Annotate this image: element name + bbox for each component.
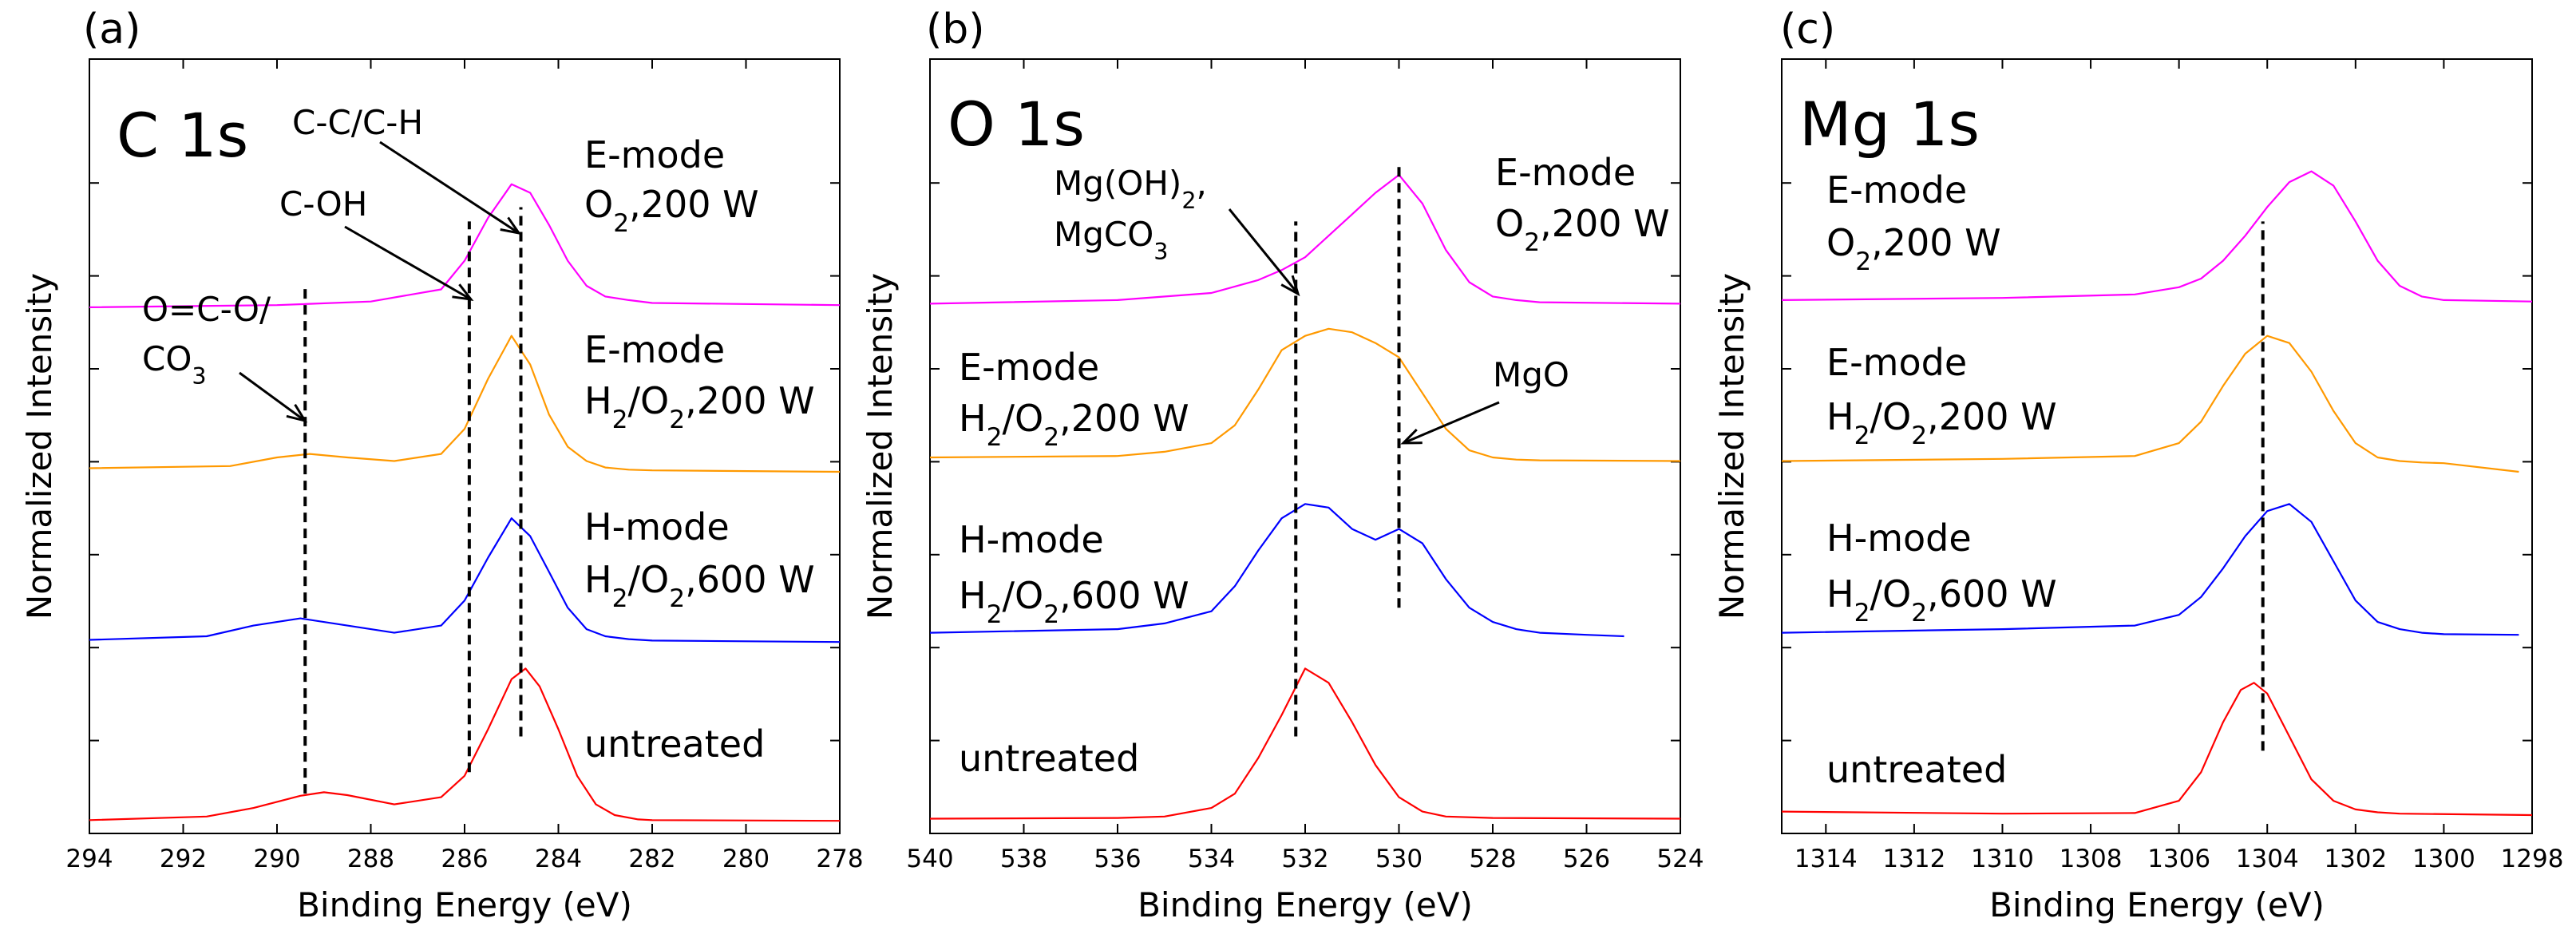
- trace-label: H-mode: [1826, 517, 1972, 560]
- x-tick-label: 278: [816, 845, 863, 873]
- x-tick-label: 294: [65, 845, 113, 873]
- trace-red: [929, 667, 1681, 820]
- trace-label: E-mode: [584, 328, 725, 371]
- trace-label: H2/O2,600 W: [584, 558, 815, 613]
- x-tick-label: 1312: [1882, 845, 1945, 873]
- annotation-label: Mg(OH)2,: [1054, 164, 1207, 214]
- x-tick-label: 286: [441, 845, 488, 873]
- x-tick-label: 1314: [1794, 845, 1858, 873]
- arrow-head: [286, 403, 308, 423]
- trace-magenta: [929, 174, 1681, 305]
- trace-label: E-mode: [584, 133, 725, 176]
- annotation-arrow: [1228, 208, 1300, 295]
- x-tick-label: 540: [906, 845, 953, 873]
- trace-label: H-mode: [959, 518, 1104, 561]
- element-label: O 1s: [948, 89, 1085, 160]
- arrow-head: [1280, 275, 1300, 297]
- arrow-head: [500, 216, 522, 236]
- annotation-label: MgO: [1493, 355, 1569, 394]
- trace-label: E-mode: [1495, 151, 1636, 194]
- x-tick-label: 1308: [2060, 845, 2123, 873]
- trace-label: O2,200 W: [1826, 221, 2001, 276]
- trace-magenta: [89, 183, 841, 308]
- trace-blue: [89, 517, 841, 643]
- y-axis-title: Normalized Intensity: [1712, 273, 1751, 619]
- x-tick-label: 526: [1563, 845, 1610, 873]
- x-tick-label: 290: [253, 845, 300, 873]
- x-tick-label: 1306: [2147, 845, 2210, 873]
- plot-frame: [1781, 58, 2533, 834]
- x-tick-label: 524: [1656, 845, 1703, 873]
- trace-label: H-mode: [584, 505, 730, 548]
- trace-label: H2/O2,200 W: [959, 397, 1189, 452]
- panel-a: (a) 294 292 290 288 286 284 282 280 278 Binding En…: [20, 6, 864, 924]
- annotation-label: O=C-O/: [142, 290, 271, 329]
- panel-b: (b) 540 538 536 534 532 530 528 526 524 Binding En…: [861, 6, 1704, 924]
- trace-label: E-mode: [1826, 341, 1967, 384]
- x-tick-label: 282: [628, 845, 675, 873]
- trace-label: E-mode: [959, 346, 1099, 389]
- trace-red: [89, 667, 841, 822]
- x-axis-title: Binding Energy (eV): [1138, 885, 1473, 924]
- x-tick-label: 288: [347, 845, 394, 873]
- trace-label: untreated: [584, 722, 765, 766]
- trace-label: untreated: [959, 737, 1139, 780]
- trace-label: untreated: [1826, 748, 2007, 791]
- plot-frame: [89, 58, 841, 834]
- x-tick-label: 528: [1469, 845, 1516, 873]
- annotation-label: MgCO3: [1054, 215, 1168, 265]
- trace-label: E-mode: [1826, 168, 1967, 212]
- annotation-arrow: [379, 141, 520, 235]
- trace-red: [1781, 682, 2533, 817]
- trace-label: H2/O2,600 W: [1826, 572, 2057, 627]
- trace-label: H2/O2,200 W: [584, 379, 815, 434]
- element-label: C 1s: [117, 100, 248, 171]
- trace-label: O2,200 W: [1495, 202, 1670, 257]
- annotation-arrow: [344, 225, 472, 301]
- x-tick-label: 284: [535, 845, 582, 873]
- annotation-arrow: [239, 371, 306, 422]
- x-tick-label: 280: [722, 845, 770, 873]
- trace-label: H2/O2,600 W: [959, 574, 1189, 629]
- x-tick-label: 538: [1000, 845, 1047, 873]
- trace-blue: [1781, 503, 2519, 636]
- panel-letter: (c): [1780, 6, 1835, 53]
- x-tick-label: 1304: [2236, 845, 2299, 873]
- panel-letter: (a): [83, 6, 140, 53]
- arrow-head: [452, 283, 474, 301]
- x-tick-label: 536: [1094, 845, 1141, 873]
- element-label: Mg 1s: [1799, 89, 1980, 160]
- panel-letter: (b): [926, 6, 985, 53]
- x-tick-label: 1310: [1971, 845, 2034, 873]
- annotation-arrow: [1403, 401, 1500, 445]
- y-axis-title: Normalized Intensity: [20, 273, 59, 619]
- trace-orange: [1781, 334, 2519, 473]
- x-tick-label: 530: [1375, 845, 1423, 873]
- trace-blue: [929, 503, 1624, 638]
- trace-orange: [929, 327, 1681, 462]
- annotation-label: CO3: [142, 339, 207, 390]
- trace-label: O2,200 W: [584, 183, 759, 238]
- x-axis-title: Binding Energy (eV): [297, 885, 632, 924]
- x-tick-label: 1302: [2324, 845, 2387, 873]
- trace-label: H2/O2,200 W: [1826, 395, 2057, 450]
- y-axis-title: Normalized Intensity: [861, 273, 900, 619]
- x-tick-label: 1300: [2412, 845, 2475, 873]
- x-tick-label: 534: [1188, 845, 1235, 873]
- arrow-head: [1400, 429, 1423, 445]
- x-tick-label: 1298: [2501, 845, 2564, 873]
- annotation-label: C-OH: [279, 184, 367, 224]
- trace-magenta: [1781, 170, 2533, 303]
- x-tick-label: 292: [160, 845, 207, 873]
- x-tick-label: 532: [1281, 845, 1328, 873]
- annotation-label: C-C/C-H: [292, 103, 423, 142]
- x-axis-title: Binding Energy (eV): [1989, 885, 2325, 924]
- panel-c: (c) 1314 1312 1310 1308 1306 1304 1302 1300 1298 B…: [1712, 6, 2563, 924]
